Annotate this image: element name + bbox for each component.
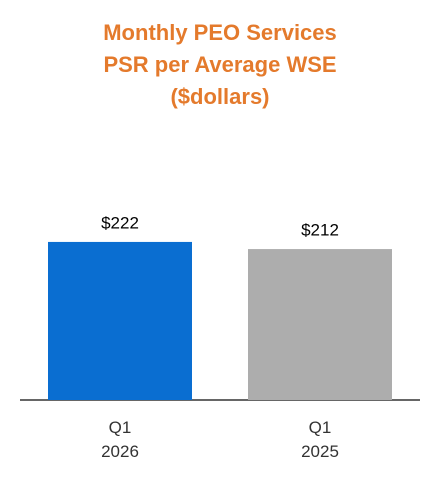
chart-title: Monthly PEO Services	[103, 20, 337, 45]
value-label: $212	[301, 221, 339, 240]
chart-title: ($dollars)	[170, 84, 269, 109]
x-tick-label: Q1 2026	[101, 418, 139, 461]
bar	[248, 249, 392, 400]
bar	[48, 241, 192, 400]
chart-title: PSR per Average WSE	[103, 52, 336, 77]
x-tick-label: Q1 2025	[301, 418, 339, 461]
value-label: $222	[101, 213, 139, 232]
